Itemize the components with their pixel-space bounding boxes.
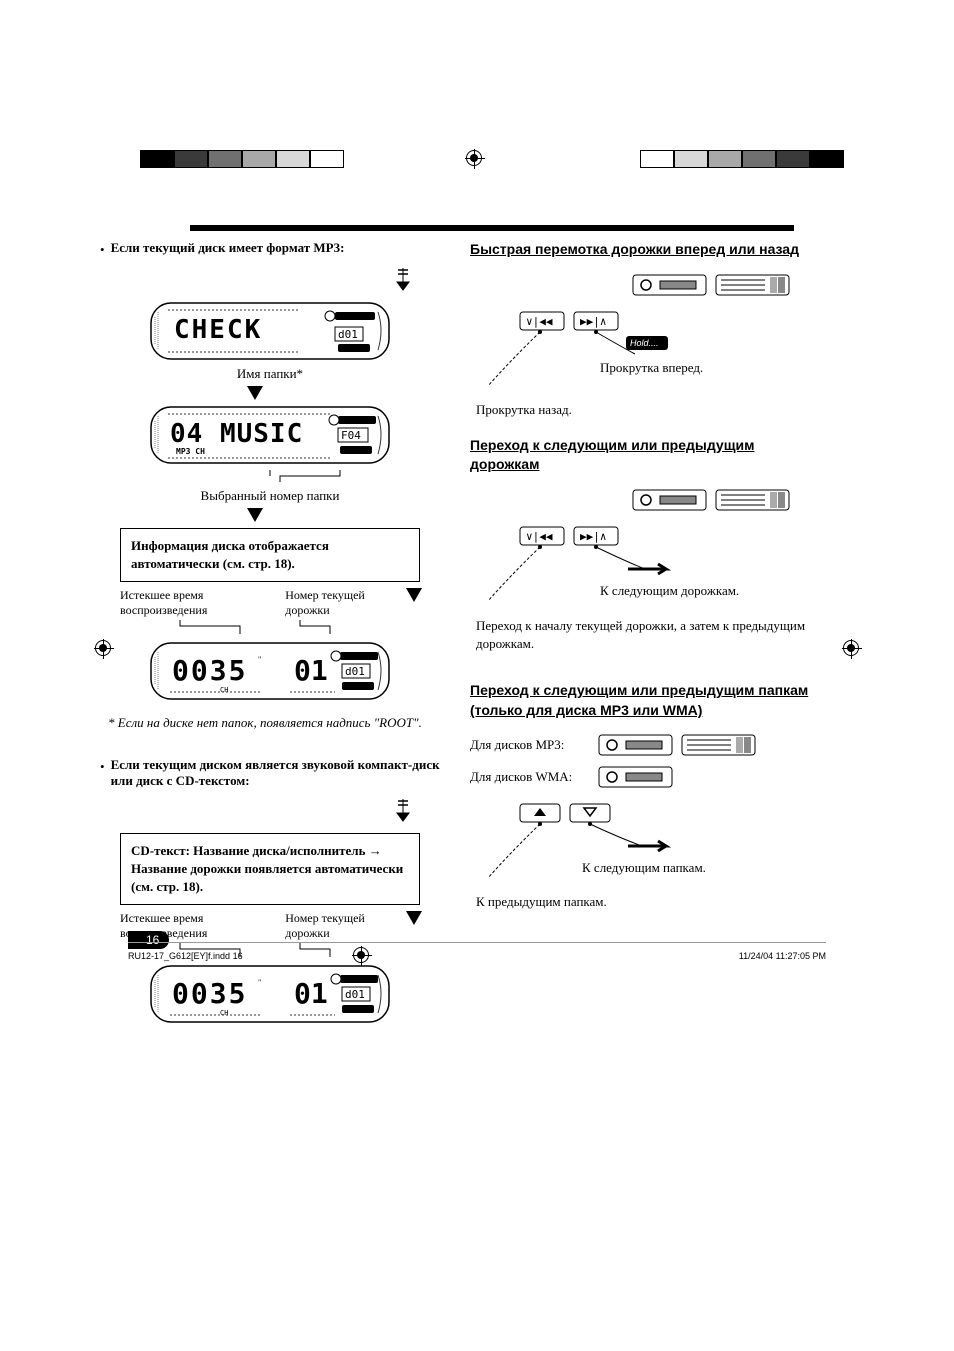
svg-text:01: 01 [294,977,328,1010]
svg-text:К следующим дорожкам.: К следующим дорожкам. [600,583,739,598]
footer-timestamp: 11/24/04 11:27:05 PM [739,951,826,969]
folder-diagram: К следующим папкам. [470,798,770,888]
display-time-2: 0035 " 01 CH d01 [150,965,390,1023]
remote-wma-button [715,489,790,511]
arrow-down-icon [396,799,410,823]
scroll-back-label: Прокрутка назад. [470,402,810,418]
remote-wma-button [681,734,756,756]
arrow-down-icon [247,386,263,400]
mp3-disc-label: Для дисков MP3: [470,737,590,753]
svg-text:MP3 CH: MP3 CH [176,447,205,456]
display-time: 0035 " 01 CH d01 [150,642,390,700]
svg-text:0035: 0035 [172,654,247,687]
root-footnote: * Если на диске нет папок, появляется на… [108,714,440,732]
reg-bars-left [140,150,344,168]
remote-wma-button [715,274,790,296]
prev-tracks-label: Переход к началу текущей дорожки, а зате… [470,617,810,653]
svg-text:▶▶|∧: ▶▶|∧ [580,315,607,328]
bracket-icon [150,470,390,484]
folder-name-label: Имя папки* [100,366,440,382]
next-track-heading: Переход к следующим или предыдущим дорож… [470,436,810,475]
remote-disc-button [598,766,673,788]
top-rule [190,225,794,231]
folder-number-label: Выбранный номер папки [100,488,440,504]
display-check: CHECK d01 [150,302,390,360]
mp3-heading: Если текущий диск имеет формат MP3: [111,240,345,256]
svg-text:∨|◀◀: ∨|◀◀ [526,530,553,543]
back-forward-diagram: ∨|◀◀ ▶▶|∧ Hold.... Прокрутка вперед. [470,306,750,396]
track-labels: Истекшее время воспроизведения Номер тек… [120,588,420,618]
svg-text:▶▶|∧: ▶▶|∧ [580,530,607,543]
track-diagram: ∨|◀◀ ▶▶|∧ К следующим дорожкам. [470,521,770,611]
svg-text:d01: d01 [345,665,365,678]
svg-text:CH: CH [220,1009,228,1017]
svg-text:01: 01 [294,654,328,687]
svg-text:": " [258,655,261,664]
svg-text:CH: CH [220,686,228,694]
svg-text:d01: d01 [338,328,358,341]
remote-disc-button [632,274,707,296]
svg-text:∨|◀◀: ∨|◀◀ [526,315,553,328]
registration-mark-icon [466,150,482,166]
svg-text:04 MUSIC: 04 MUSIC [170,419,303,449]
wma-disc-label: Для дисков WMA: [470,769,590,785]
footer-file: RU12-17_G612[EY]f.indd 16 [128,951,243,969]
arrow-down-icon [247,508,263,522]
fast-forward-heading: Быстрая перемотка дорожки вперед или наз… [470,240,810,260]
svg-text:К следующим папкам.: К следующим папкам. [582,860,706,875]
right-column: Быстрая перемотка дорожки вперед или наз… [470,240,810,1029]
remote-disc-button [632,489,707,511]
svg-text:0035: 0035 [172,977,247,1010]
svg-text:d01: d01 [345,988,365,1001]
next-folder-heading: Переход к следующим или предыдущим папка… [470,681,810,720]
reg-bars-right [640,150,844,168]
bracket-icon [150,620,390,636]
cd-text-info-box: CD-текст: Название диска/исполнитель → Н… [120,833,420,906]
left-column: • Если текущий диск имеет формат MP3: CH… [100,240,440,1029]
bullet-icon: • [100,240,105,258]
svg-text:": " [258,978,261,987]
svg-text:CHECK: CHECK [174,315,262,345]
remote-disc-button [598,734,673,756]
svg-text:F04: F04 [341,429,361,442]
svg-text:Hold....: Hold.... [630,338,659,348]
arrow-down-icon [396,268,410,292]
disc-info-box: Информация диска отображается автоматиче… [120,528,420,582]
page: РУССКИЙ • Если текущий диск имеет формат… [0,0,954,989]
prev-folders-label: К предыдущим папкам. [470,894,810,910]
bullet-icon: • [100,757,105,775]
footer: RU12-17_G612[EY]f.indd 16 11/24/04 11:27… [128,942,826,969]
display-music: 04 MUSIC MP3 CH F04 [150,406,390,464]
svg-text:Прокрутка вперед.: Прокрутка вперед. [600,360,703,375]
cd-text-heading: Если текущим диском является звуковой ко… [111,757,440,789]
